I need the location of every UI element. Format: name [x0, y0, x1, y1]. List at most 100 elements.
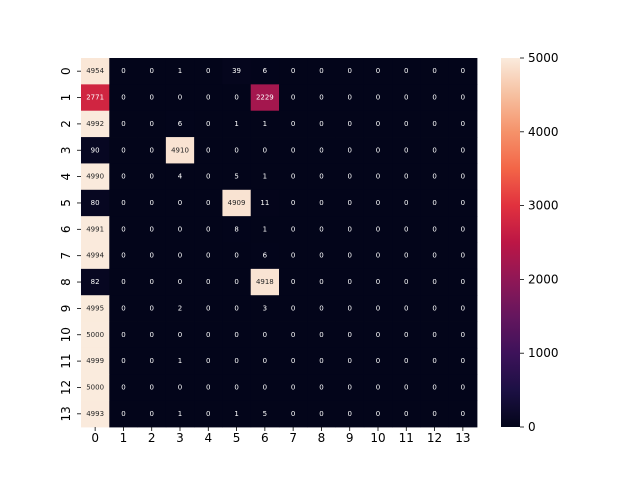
- cell-annotation-r2-c13: 0: [461, 120, 465, 128]
- heatmap-cell-r7-c8: [307, 242, 336, 270]
- heatmap-cell-r5-c3: [165, 189, 195, 217]
- cell-annotation-r0-c1: 0: [121, 67, 125, 75]
- cell-annotation-r6-c8: 0: [319, 225, 323, 233]
- cell-annotation-r0-c9: 0: [347, 67, 351, 75]
- y-tick-label-3: 3: [59, 146, 73, 154]
- heatmap-cell-r5-c12: [420, 189, 450, 217]
- cell-annotation-r8-c6: 4918: [256, 278, 274, 286]
- cell-annotation-r5-c11: 0: [404, 199, 408, 207]
- cell-annotation-r8-c10: 0: [376, 278, 380, 286]
- heatmap-cell-r10-c0: [81, 321, 110, 349]
- cell-annotation-r0-c8: 0: [319, 67, 323, 75]
- colorbar-tick-label-1: 1000: [528, 346, 559, 360]
- heatmap-cell-r7-c10: [363, 242, 393, 270]
- heatmap-cell-r3-c10: [363, 137, 393, 164]
- heatmap-cell-r11-c9: [335, 347, 365, 375]
- cell-annotation-r7-c10: 0: [376, 252, 380, 260]
- heatmap-cell-r10-c12: [420, 321, 450, 349]
- cell-annotation-r0-c3: 1: [178, 67, 182, 75]
- cell-annotation-r6-c6: 1: [263, 225, 267, 233]
- cell-annotation-r2-c12: 0: [432, 120, 436, 128]
- cell-annotation-r8-c7: 0: [291, 278, 295, 286]
- cell-annotation-r3-c1: 0: [121, 146, 125, 154]
- heatmap-cell-r7-c2: [137, 242, 167, 270]
- cell-annotation-r7-c2: 0: [149, 252, 153, 260]
- heatmap-cell-r0-c11: [392, 58, 421, 85]
- colorbar-tick-label-5: 5000: [528, 51, 559, 65]
- y-tick-label-7: 7: [59, 252, 73, 260]
- heatmap-cell-r13-c13: [448, 400, 478, 428]
- heatmap-cell-r3-c0: [81, 137, 110, 164]
- cell-annotation-r2-c4: 0: [206, 120, 210, 128]
- heatmap-cell-r3-c2: [137, 137, 167, 164]
- cell-annotation-r2-c1: 0: [121, 120, 125, 128]
- heatmap-cell-r9-c4: [194, 295, 223, 322]
- heatmap-cell-r6-c6: [250, 216, 280, 243]
- cell-annotation-r2-c10: 0: [376, 120, 380, 128]
- heatmap-cell-r0-c13: [448, 58, 478, 85]
- heatmap-cell-r0-c10: [363, 58, 393, 85]
- heatmap-cell-r2-c4: [194, 110, 223, 138]
- cell-annotation-r7-c12: 0: [432, 252, 436, 260]
- cell-annotation-r13-c10: 0: [376, 410, 380, 418]
- heatmap-cell-r2-c11: [392, 110, 421, 138]
- heatmap-cell-r6-c9: [335, 216, 365, 243]
- heatmap-cell-r13-c0: [81, 400, 110, 428]
- cell-annotation-r4-c5: 5: [234, 173, 238, 181]
- cell-annotation-r3-c6: 0: [263, 146, 267, 154]
- heatmap-cell-r13-c8: [307, 400, 336, 428]
- cell-annotation-r4-c10: 0: [376, 173, 380, 181]
- cell-annotation-r10-c4: 0: [206, 331, 210, 339]
- cell-annotation-r9-c4: 0: [206, 304, 210, 312]
- heatmap-cell-r12-c12: [420, 374, 450, 402]
- heatmap-cell-r12-c2: [137, 374, 167, 402]
- x-tick-label-12: 12: [427, 431, 442, 445]
- cell-annotation-r1-c10: 0: [376, 94, 380, 102]
- heatmap-cell-r4-c13: [448, 163, 478, 191]
- heatmap-cell-r9-c5: [222, 295, 252, 322]
- heatmap-cell-r1-c3: [165, 84, 195, 112]
- cell-annotation-r6-c10: 0: [376, 225, 380, 233]
- heatmap-cell-r8-c4: [194, 268, 223, 296]
- heatmap-cell-r10-c8: [307, 321, 336, 349]
- cell-annotation-r5-c7: 0: [291, 199, 295, 207]
- cell-annotation-r4-c4: 0: [206, 173, 210, 181]
- cell-annotation-r9-c7: 0: [291, 304, 295, 312]
- cell-annotation-r4-c7: 0: [291, 173, 295, 181]
- cell-annotation-r4-c1: 0: [121, 173, 125, 181]
- cell-annotation-r8-c0: 82: [91, 278, 100, 286]
- cell-annotation-r4-c3: 4: [178, 173, 183, 181]
- heatmap-cell-r6-c3: [165, 216, 195, 243]
- heatmap-cell-r1-c8: [307, 84, 336, 112]
- cell-annotation-r0-c10: 0: [376, 67, 380, 75]
- cell-annotation-r7-c9: 0: [347, 252, 351, 260]
- heatmap-cell-r11-c4: [194, 347, 223, 375]
- heatmap-cell-r9-c11: [392, 295, 421, 322]
- cell-annotation-r8-c12: 0: [432, 278, 436, 286]
- cell-annotation-r0-c0: 4954: [86, 67, 104, 75]
- cell-annotation-r12-c10: 0: [376, 383, 380, 391]
- cell-annotation-r9-c12: 0: [432, 304, 436, 312]
- cell-annotation-r7-c4: 0: [206, 252, 210, 260]
- heatmap-cell-r12-c6: [250, 374, 280, 402]
- heatmap-cell-r8-c2: [137, 268, 167, 296]
- cell-annotation-r10-c6: 0: [263, 331, 267, 339]
- heatmap-cell-r2-c8: [307, 110, 336, 138]
- heatmap-cell-r9-c6: [250, 295, 280, 322]
- heatmap-cell-r3-c11: [392, 137, 421, 164]
- heatmap-cell-r10-c5: [222, 321, 252, 349]
- heatmap-cell-r2-c5: [222, 110, 252, 138]
- cell-annotation-r6-c11: 0: [404, 225, 408, 233]
- cell-annotation-r9-c2: 0: [149, 304, 153, 312]
- x-tick-label-9: 9: [346, 431, 354, 445]
- heatmap-cell-r13-c4: [194, 400, 223, 428]
- heatmap-cell-r2-c10: [363, 110, 393, 138]
- cell-annotation-r9-c3: 2: [178, 304, 182, 312]
- heatmap-cell-r10-c1: [109, 321, 138, 349]
- x-tick-label-6: 6: [261, 431, 269, 445]
- cell-annotation-r7-c5: 0: [234, 252, 238, 260]
- cell-annotation-r8-c9: 0: [347, 278, 351, 286]
- heatmap-cell-r8-c3: [165, 268, 195, 296]
